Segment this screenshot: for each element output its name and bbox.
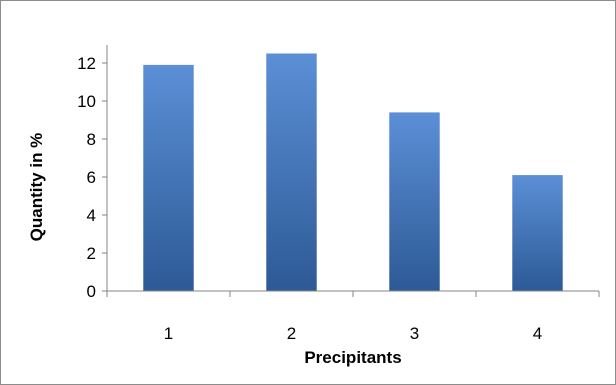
x-tick-label: 1 — [164, 324, 173, 343]
bar-2 — [266, 53, 317, 291]
x-axis-title: Precipitants — [304, 348, 401, 367]
y-tick-label: 6 — [87, 168, 96, 187]
y-tick-label: 8 — [87, 130, 96, 149]
x-tick-label: 2 — [287, 324, 296, 343]
y-tick-label: 2 — [87, 244, 96, 263]
y-tick-label: 12 — [77, 54, 96, 73]
y-tick-label: 0 — [87, 282, 96, 301]
bar-1 — [143, 64, 194, 292]
y-tick-label: 4 — [87, 206, 96, 225]
y-axis-ticks: 0 2 4 6 8 10 12 — [77, 54, 107, 301]
x-axis-ticks: 1 2 3 4 — [106, 291, 600, 343]
y-axis-title: Quantity in % — [27, 133, 46, 242]
bar-3 — [389, 112, 440, 292]
y-tick-label: 10 — [77, 92, 96, 111]
x-tick-label: 3 — [410, 324, 419, 343]
bar-4 — [512, 175, 563, 291]
bars — [143, 53, 563, 292]
x-tick-label: 4 — [533, 324, 542, 343]
